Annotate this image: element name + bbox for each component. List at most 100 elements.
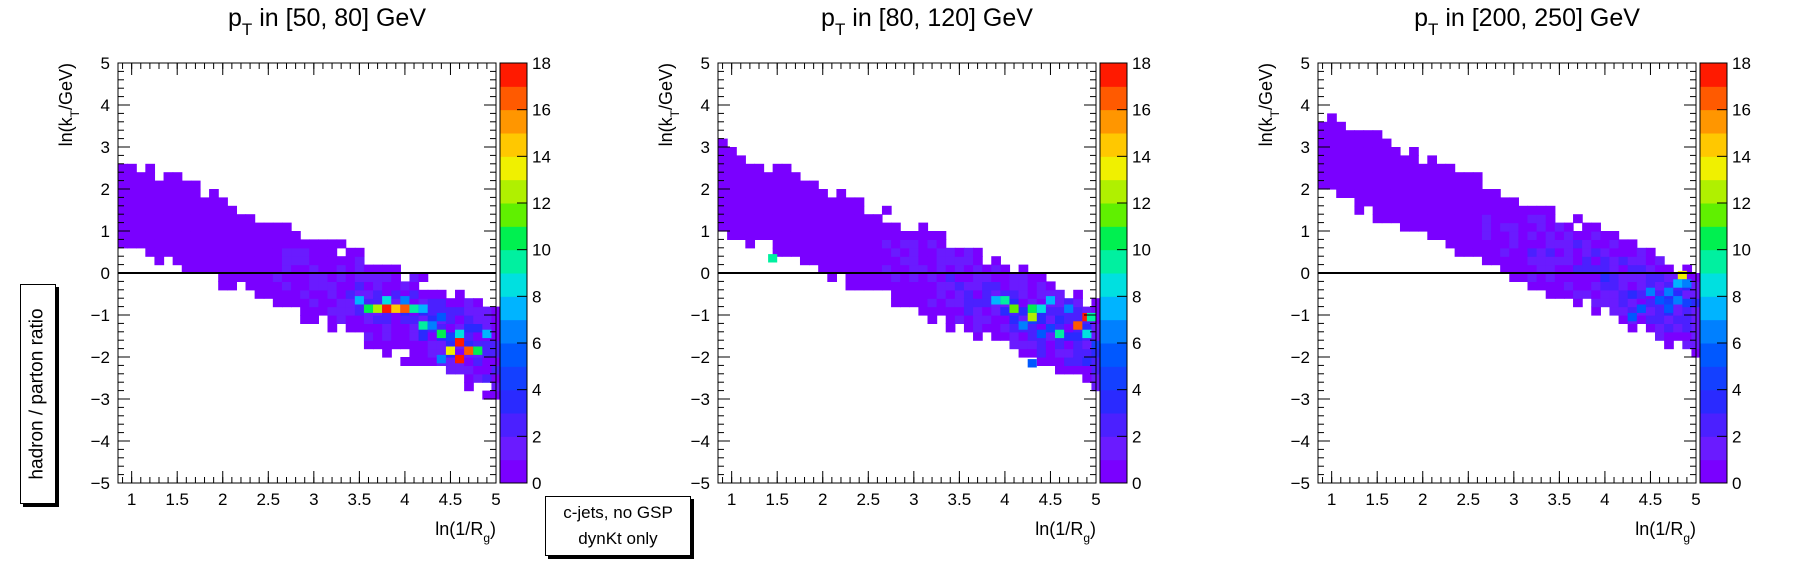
heatmap-cell <box>136 197 146 207</box>
heatmap-cell <box>300 289 310 299</box>
heatmap-cell <box>1673 331 1683 341</box>
heatmap-cell <box>190 180 201 190</box>
heatmap-cell <box>836 222 847 232</box>
heatmap-cell <box>973 289 983 299</box>
heatmap-cell <box>1536 214 1547 224</box>
heatmap-cell <box>291 247 301 257</box>
heatmap-cell <box>118 189 128 198</box>
heatmap-cell <box>327 323 338 333</box>
heatmap-cell <box>945 247 956 257</box>
color-bar-step <box>1100 249 1127 274</box>
heatmap-cell <box>327 264 338 274</box>
heatmap-cell <box>1673 306 1683 316</box>
heatmap-cell <box>1618 239 1629 249</box>
heatmap-cell <box>272 273 283 282</box>
heatmap-cell <box>136 231 146 240</box>
heatmap-cell <box>1427 172 1438 182</box>
heatmap-cell <box>799 231 810 240</box>
heatmap-cell <box>1372 130 1383 140</box>
heatmap-cell <box>973 323 983 333</box>
heatmap-cell <box>1591 239 1601 249</box>
y-tick-label: 0 <box>1301 264 1310 283</box>
color-bar-step <box>500 319 527 344</box>
heatmap-cell <box>1582 281 1592 291</box>
y-tick-label: −1 <box>691 306 710 325</box>
heatmap-cell <box>1399 222 1410 232</box>
heatmap-cell <box>818 197 828 207</box>
color-bar-step <box>1700 109 1727 134</box>
heatmap-cell <box>154 180 165 190</box>
heatmap-cell <box>790 247 801 257</box>
heatmap-cell <box>245 281 256 291</box>
heatmap-cell <box>1390 155 1401 165</box>
heatmap-cell <box>781 197 792 207</box>
heatmap-cell <box>1327 180 1337 190</box>
heatmap-cell <box>945 256 956 266</box>
heatmap-cell <box>218 197 228 207</box>
heatmap-cell <box>790 205 801 215</box>
heatmap-panel-1: 1 1.5 2 2.5 3 3.5 4 4.5 5−5−4−3−2−1012345ln(1/Rg… <box>56 4 551 545</box>
heatmap-cell <box>327 306 338 316</box>
heatmap-cell <box>400 323 411 333</box>
heatmap-cell <box>1518 273 1529 282</box>
heatmap-cell <box>836 231 847 240</box>
heatmap-cell <box>1518 214 1529 224</box>
heatmap-cell <box>973 298 983 308</box>
x-axis-title-sub: g <box>483 531 490 545</box>
heatmap-cell <box>181 189 192 198</box>
heatmap-cell <box>1454 189 1465 198</box>
heatmap-cell <box>136 239 146 249</box>
heatmap-cell <box>127 205 137 215</box>
heatmap-cell <box>145 231 156 240</box>
heatmap-cell <box>145 214 156 224</box>
heatmap-cell <box>1472 222 1483 232</box>
heatmap-cell <box>209 222 219 232</box>
heatmap-cell <box>1463 197 1474 207</box>
heatmap-hot-cell <box>1036 304 1046 313</box>
heatmap-cell <box>745 172 756 182</box>
heatmap-cell <box>718 155 728 165</box>
heatmap-cell <box>136 205 146 215</box>
heatmap-cell <box>309 289 319 299</box>
heatmap-cell <box>1363 189 1374 198</box>
heatmap-cell <box>172 172 183 182</box>
heatmap-cell <box>1064 315 1074 324</box>
heatmap-cell <box>1545 264 1556 274</box>
heatmap-cell <box>1454 197 1465 207</box>
heatmap-cell <box>1645 256 1656 266</box>
heatmap-cell <box>1427 189 1438 198</box>
heatmap-cell <box>1582 289 1592 299</box>
heatmap-cell <box>1618 256 1629 266</box>
heatmap-cell <box>1481 247 1492 257</box>
heatmap-cell <box>1618 315 1629 324</box>
heatmap-cell <box>790 222 801 232</box>
heatmap-cell <box>1645 306 1656 316</box>
heatmap-cell <box>872 247 883 257</box>
heatmap-cell <box>1073 298 1083 308</box>
heatmap-cell <box>1673 315 1683 324</box>
heatmap-cell <box>1545 273 1556 282</box>
heatmap-cell <box>790 197 801 207</box>
x-axis-title: ln(1/Rg) <box>1635 519 1696 545</box>
heatmap-cell <box>309 264 319 274</box>
heatmap-cell <box>1381 172 1392 182</box>
heatmap-cell <box>1664 340 1674 350</box>
heatmap-cell <box>1064 298 1074 308</box>
heatmap-cell <box>1664 323 1674 333</box>
heatmap-cell <box>1036 289 1047 299</box>
z-tick-label: 16 <box>1732 101 1751 120</box>
heatmap-cell <box>1381 147 1392 156</box>
heatmap-cell <box>963 289 974 299</box>
heatmap-cell <box>254 231 265 240</box>
heatmap-cell <box>736 222 746 232</box>
heatmap-cell <box>1018 348 1029 358</box>
heatmap-cell <box>854 239 865 249</box>
heatmap-cell <box>1372 147 1383 156</box>
heatmap-cell <box>127 172 137 182</box>
heatmap-cell <box>1636 289 1647 299</box>
heatmap-cell <box>945 306 956 316</box>
heatmap-cell <box>1045 348 1056 358</box>
heatmap-cell <box>436 340 447 350</box>
heatmap-cell <box>1682 331 1693 341</box>
y-tick-label: 3 <box>101 138 110 157</box>
